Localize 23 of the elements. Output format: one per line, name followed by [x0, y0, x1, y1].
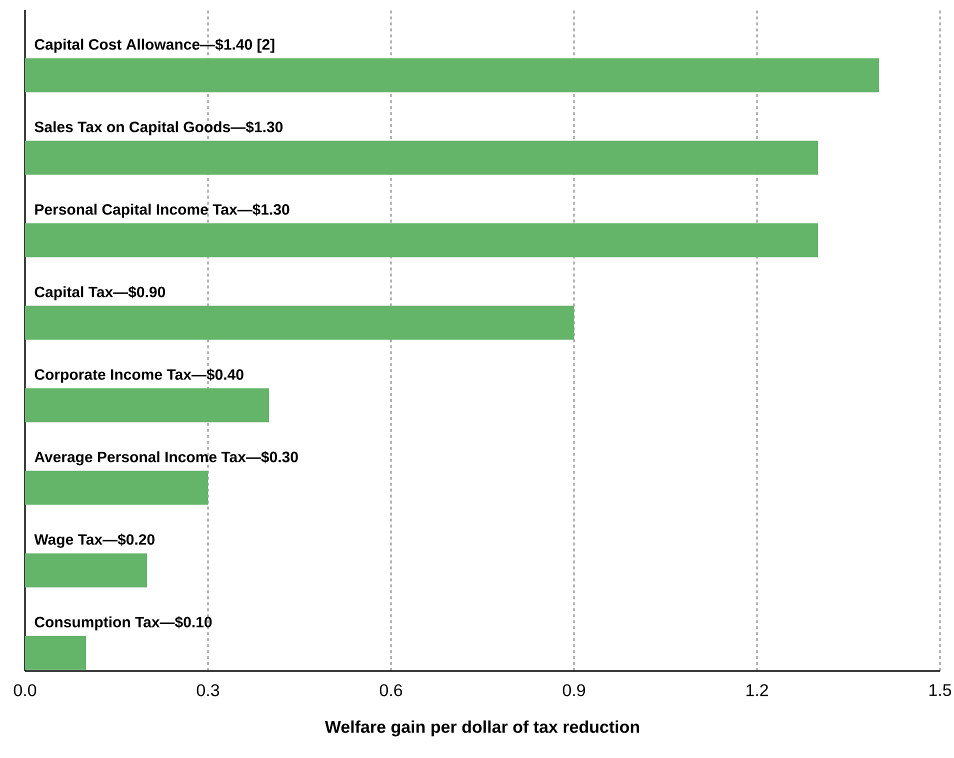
- y-tick-label: Average Personal Income Tax—$0.30: [34, 451, 298, 466]
- x-tick-label: 0.9: [562, 684, 586, 696]
- bar: [25, 553, 147, 588]
- y-tick-label: Consumption Tax—$0.10: [34, 616, 212, 630]
- bar: [25, 388, 270, 422]
- bar: [25, 223, 818, 258]
- y-tick-label: Capital Tax—$0.90: [34, 286, 166, 300]
- x-tick-label: 0.0: [14, 684, 36, 696]
- x-tick-label: 0.6: [380, 684, 402, 696]
- x-axis-title: Welfare gain per dollar of tax reduction: [324, 720, 640, 736]
- y-tick-label: Corporate Income Tax—$0.40: [34, 368, 244, 383]
- y-tick-label: Wage Tax—$0.20: [34, 534, 154, 548]
- y-tick-label: Personal Capital Income Tax—$1.30: [35, 204, 290, 218]
- bar: [25, 58, 880, 92]
- bar: [25, 470, 208, 505]
- y-tick-label: Capital Cost Allowance—$1.40 [2]: [34, 38, 274, 53]
- bar: [25, 306, 574, 340]
- bar: [25, 636, 86, 670]
- y-tick-label: Sales Tax on Capital Goods—$1.30: [34, 120, 283, 136]
- bar: [25, 140, 818, 175]
- x-tick-label: 0.3: [196, 684, 220, 696]
- x-tick-label: 1.5: [929, 684, 952, 696]
- x-tick-label: 1.2: [746, 684, 768, 696]
